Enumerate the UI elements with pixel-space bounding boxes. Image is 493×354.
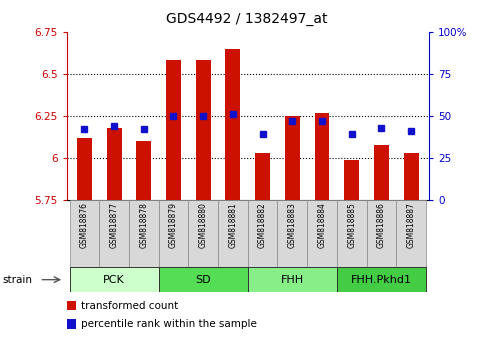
Bar bbox=[366, 200, 396, 267]
Bar bbox=[248, 267, 337, 292]
Text: GSM818883: GSM818883 bbox=[288, 202, 297, 248]
Bar bbox=[278, 200, 307, 267]
Bar bbox=[70, 200, 99, 267]
Bar bbox=[225, 48, 240, 200]
Bar bbox=[159, 200, 188, 267]
Bar bbox=[248, 200, 278, 267]
Bar bbox=[99, 200, 129, 267]
Bar bbox=[337, 200, 366, 267]
Bar bbox=[137, 141, 151, 200]
Text: transformed count: transformed count bbox=[81, 301, 178, 310]
Text: GSM818881: GSM818881 bbox=[228, 202, 238, 248]
Bar bbox=[159, 267, 248, 292]
Bar bbox=[129, 200, 159, 267]
Text: GSM818887: GSM818887 bbox=[407, 202, 416, 248]
Text: percentile rank within the sample: percentile rank within the sample bbox=[81, 319, 257, 329]
Text: GSM818882: GSM818882 bbox=[258, 202, 267, 248]
Bar bbox=[315, 113, 329, 200]
Text: FHH.Pkhd1: FHH.Pkhd1 bbox=[351, 275, 412, 285]
Bar bbox=[70, 267, 159, 292]
Text: GSM818876: GSM818876 bbox=[80, 202, 89, 248]
Bar bbox=[396, 200, 426, 267]
Bar bbox=[106, 128, 121, 200]
Text: PCK: PCK bbox=[103, 275, 125, 285]
Text: GDS4492 / 1382497_at: GDS4492 / 1382497_at bbox=[166, 12, 327, 27]
Bar bbox=[188, 200, 218, 267]
Bar bbox=[218, 200, 248, 267]
Text: FHH: FHH bbox=[281, 275, 304, 285]
Bar bbox=[307, 200, 337, 267]
Bar bbox=[404, 153, 419, 200]
Text: GSM818880: GSM818880 bbox=[199, 202, 208, 248]
Bar bbox=[337, 267, 426, 292]
Bar bbox=[77, 138, 92, 200]
Text: strain: strain bbox=[2, 275, 33, 285]
Bar bbox=[344, 160, 359, 200]
Text: GSM818878: GSM818878 bbox=[140, 202, 148, 248]
Text: GSM818879: GSM818879 bbox=[169, 202, 178, 248]
Bar bbox=[285, 116, 300, 200]
Bar bbox=[166, 61, 181, 200]
Bar bbox=[196, 61, 211, 200]
Bar bbox=[374, 144, 389, 200]
Text: GSM818884: GSM818884 bbox=[317, 202, 326, 248]
Text: SD: SD bbox=[195, 275, 211, 285]
Text: GSM818877: GSM818877 bbox=[109, 202, 119, 248]
Bar bbox=[255, 153, 270, 200]
Text: GSM818886: GSM818886 bbox=[377, 202, 386, 248]
Text: GSM818885: GSM818885 bbox=[347, 202, 356, 248]
